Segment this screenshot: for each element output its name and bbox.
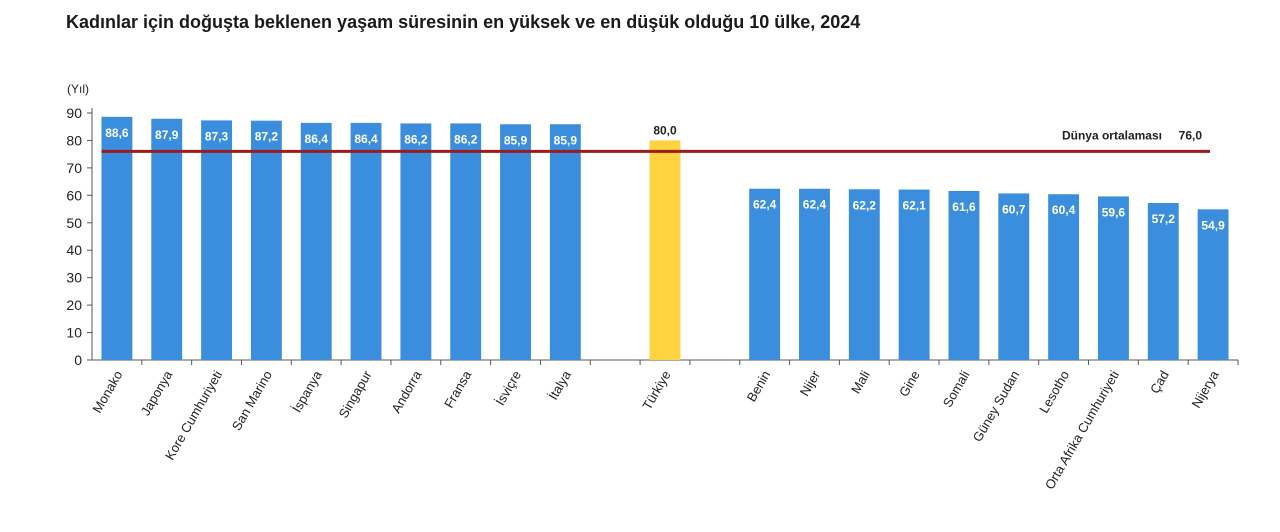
data-label: 87,9 bbox=[155, 128, 179, 142]
x-tick-label: Andorra bbox=[388, 367, 424, 415]
bar bbox=[549, 124, 581, 360]
bar bbox=[948, 190, 980, 360]
bar bbox=[151, 118, 183, 360]
data-label: 59,6 bbox=[1102, 205, 1126, 219]
x-tick-label: Mali bbox=[848, 368, 873, 396]
data-label: 61,6 bbox=[952, 200, 976, 214]
data-label: 86,4 bbox=[305, 132, 329, 146]
bar bbox=[998, 193, 1030, 360]
x-tick-label: Türkiye bbox=[639, 368, 673, 412]
y-tick-label: 10 bbox=[66, 325, 82, 341]
data-label: 87,2 bbox=[255, 130, 279, 144]
bar bbox=[898, 189, 930, 360]
bar bbox=[649, 140, 681, 360]
y-tick-label: 0 bbox=[74, 352, 82, 368]
x-tick-label: Monako bbox=[89, 368, 125, 416]
data-label: 60,7 bbox=[1002, 202, 1026, 216]
data-label: 86,2 bbox=[454, 132, 478, 146]
data-label: 54,9 bbox=[1201, 218, 1225, 232]
x-tick-label: Fransa bbox=[441, 367, 475, 410]
data-label: 86,2 bbox=[404, 132, 428, 146]
x-tick-label: Gine bbox=[896, 368, 923, 399]
bar bbox=[1147, 203, 1179, 360]
x-tick-label: İtalya bbox=[545, 367, 574, 402]
y-tick-label: 20 bbox=[66, 297, 82, 313]
data-label: 85,9 bbox=[554, 133, 578, 147]
reference-line-label: Dünya ortalaması bbox=[1062, 128, 1162, 142]
bar bbox=[350, 122, 382, 360]
data-label: 60,4 bbox=[1052, 203, 1076, 217]
bar bbox=[500, 124, 531, 360]
bar bbox=[799, 188, 830, 360]
y-tick-label: 70 bbox=[66, 160, 82, 176]
data-label: 62,4 bbox=[753, 198, 777, 212]
x-tick-label: İsviçre bbox=[492, 368, 524, 408]
x-tick-label: Nijer bbox=[797, 367, 824, 398]
y-tick-label: 30 bbox=[66, 270, 82, 286]
data-label: 87,3 bbox=[205, 129, 229, 143]
x-tick-label: Lesotho bbox=[1036, 368, 1072, 416]
bar bbox=[1048, 194, 1080, 360]
bar bbox=[201, 120, 233, 360]
x-tick-label: Çad bbox=[1147, 368, 1172, 396]
data-label: 62,1 bbox=[902, 199, 926, 213]
x-tick-label: Nijerya bbox=[1188, 367, 1222, 410]
data-label: 80,0 bbox=[653, 123, 677, 137]
y-unit-label: (Yıl) bbox=[67, 82, 89, 96]
y-tick-label: 60 bbox=[66, 187, 82, 203]
data-label: 57,2 bbox=[1152, 212, 1176, 226]
x-tick-label: San Marino bbox=[229, 368, 275, 433]
bar bbox=[400, 123, 432, 360]
y-tick-label: 80 bbox=[66, 132, 82, 148]
x-tick-label: Singapur bbox=[336, 367, 375, 420]
bar bbox=[848, 189, 880, 360]
x-tick-label: Güney Sudan bbox=[970, 368, 1023, 444]
bar bbox=[749, 188, 781, 360]
x-tick-label: Japonya bbox=[138, 367, 176, 418]
bar bbox=[101, 116, 133, 360]
y-tick-label: 50 bbox=[66, 215, 82, 231]
bar bbox=[300, 122, 332, 360]
chart-title: Kadınlar için doğuşta beklenen yaşam sür… bbox=[66, 12, 861, 32]
x-tick-label: Benin bbox=[744, 368, 774, 404]
data-label: 85,9 bbox=[504, 133, 528, 147]
bars bbox=[101, 116, 1229, 360]
reference-line-group: Dünya ortalaması 76,0 bbox=[101, 128, 1210, 153]
y-tick-label: 40 bbox=[66, 242, 82, 258]
data-label: 86,4 bbox=[354, 132, 378, 146]
data-label: 62,2 bbox=[853, 198, 877, 212]
bar bbox=[450, 123, 482, 360]
data-label: 88,6 bbox=[105, 126, 129, 140]
bar bbox=[250, 120, 282, 360]
x-tick-label: Somali bbox=[940, 368, 973, 410]
bar bbox=[1097, 196, 1129, 360]
data-label: 62,4 bbox=[803, 198, 827, 212]
reference-line-value: 76,0 bbox=[1179, 128, 1203, 142]
bar bbox=[1197, 209, 1229, 360]
x-tick-label: İspanya bbox=[289, 367, 325, 415]
y-tick-label: 90 bbox=[66, 105, 82, 121]
